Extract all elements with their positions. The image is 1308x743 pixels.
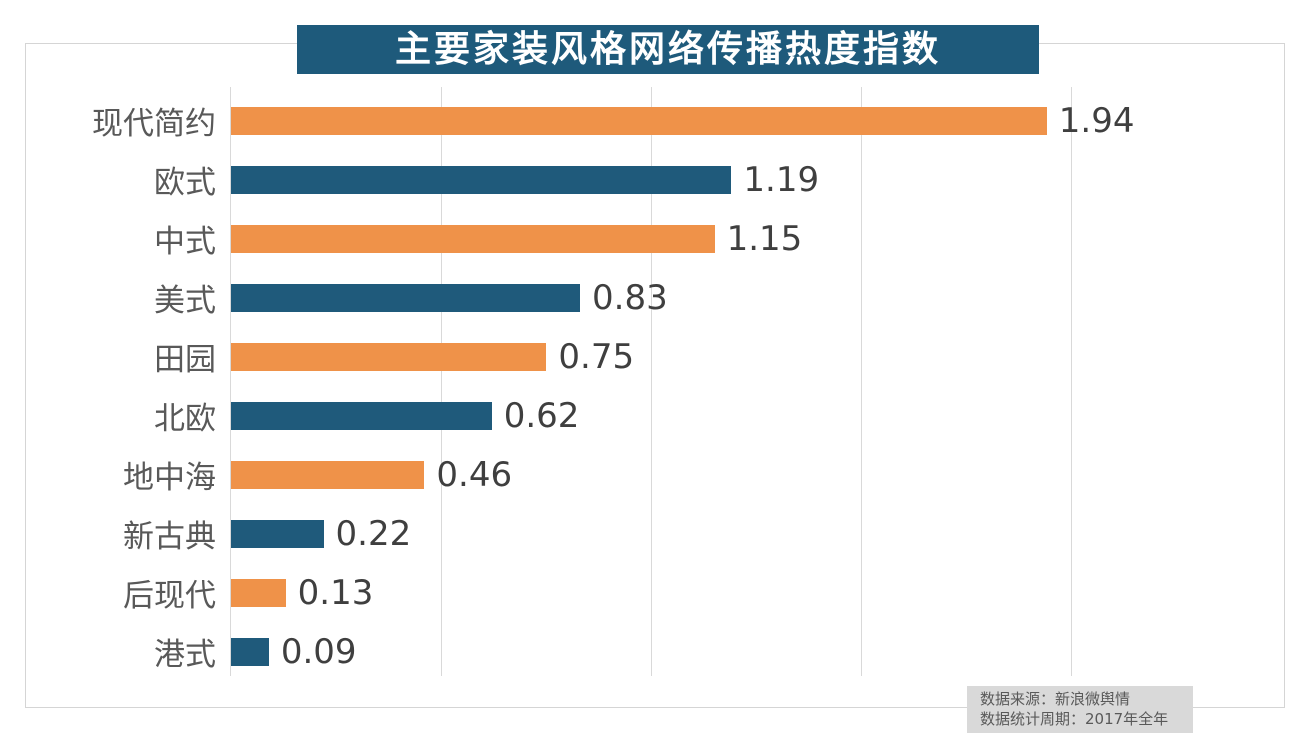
bar <box>231 460 425 489</box>
chart-row: 欧式 1.19 <box>26 150 1284 209</box>
category-label: 欧式 <box>154 165 216 201</box>
bar <box>231 224 715 253</box>
chart-container: 现代简约 1.94 欧式 1.19 中式 1.15 <box>25 43 1285 708</box>
chart-row: 新古典 0.22 <box>26 504 1284 563</box>
value-label: 0.46 <box>436 454 513 495</box>
chart-row: 后现代 0.13 <box>26 563 1284 622</box>
chart-row: 北欧 0.62 <box>26 386 1284 445</box>
y-axis-line <box>230 87 231 676</box>
bar <box>231 637 269 666</box>
gridline-2-0 <box>1071 87 1072 676</box>
category-label: 美式 <box>154 283 216 319</box>
category-label: 新古典 <box>123 519 216 555</box>
value-label: 0.62 <box>503 395 580 436</box>
plot-area: 现代简约 1.94 欧式 1.19 中式 1.15 <box>26 91 1284 681</box>
category-label: 现代简约 <box>92 106 216 142</box>
chart-row: 田园 0.75 <box>26 327 1284 386</box>
value-label: 0.22 <box>335 513 412 554</box>
gridline-0-5 <box>441 87 442 676</box>
category-label: 田园 <box>154 342 216 378</box>
value-label: 0.09 <box>280 631 357 672</box>
gridline-1-0 <box>651 87 652 676</box>
bar <box>231 283 580 312</box>
chart-row: 中式 1.15 <box>26 209 1284 268</box>
data-source-line: 数据来源：新浪微舆情 <box>980 690 1131 708</box>
data-source-note: 数据来源：新浪微舆情 数据统计周期：2017年全年 <box>967 686 1193 733</box>
bar <box>231 342 547 371</box>
value-label: 0.75 <box>558 336 635 377</box>
gridline-1-5 <box>861 87 862 676</box>
chart-row: 现代简约 1.94 <box>26 91 1284 150</box>
chart-row: 地中海 0.46 <box>26 445 1284 504</box>
category-label: 中式 <box>154 224 216 260</box>
category-label: 后现代 <box>123 578 216 614</box>
value-label: 0.83 <box>592 277 668 318</box>
value-label: 0.13 <box>297 572 374 613</box>
data-period-line: 数据统计周期：2017年全年 <box>980 710 1169 728</box>
bar <box>231 401 492 430</box>
bar <box>231 578 286 607</box>
value-label: 1.19 <box>743 159 820 200</box>
bar <box>231 165 732 194</box>
chart-title: 主要家装风格网络传播热度指数 <box>297 25 1039 74</box>
bar <box>231 519 324 548</box>
chart-row: 美式 0.83 <box>26 268 1284 327</box>
category-label: 地中海 <box>123 460 216 496</box>
chart-row: 港式 0.09 <box>26 622 1284 681</box>
value-label: 1.94 <box>1058 100 1135 141</box>
category-label: 港式 <box>154 637 216 673</box>
bar <box>231 106 1047 135</box>
category-label: 北欧 <box>154 401 216 437</box>
value-label: 1.15 <box>726 218 803 259</box>
